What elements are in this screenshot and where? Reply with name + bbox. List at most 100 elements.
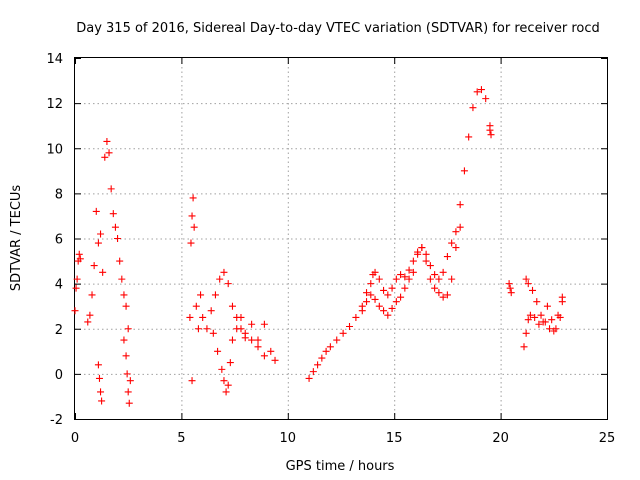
data-point bbox=[194, 325, 202, 333]
data-point bbox=[546, 325, 554, 333]
data-point bbox=[314, 361, 322, 369]
data-point bbox=[126, 377, 134, 385]
grid-lines bbox=[75, 58, 607, 419]
data-point bbox=[190, 223, 198, 231]
x-tick-label: 5 bbox=[177, 431, 185, 446]
data-point bbox=[220, 377, 228, 385]
data-point bbox=[409, 268, 417, 276]
data-point bbox=[271, 356, 279, 364]
data-point bbox=[558, 298, 566, 306]
data-point bbox=[435, 289, 443, 297]
data-point bbox=[237, 325, 245, 333]
data-point bbox=[267, 347, 275, 355]
data-point bbox=[326, 343, 334, 351]
data-point bbox=[537, 311, 545, 319]
data-point bbox=[414, 250, 422, 258]
data-point bbox=[358, 307, 366, 315]
data-point bbox=[116, 257, 124, 265]
data-point bbox=[531, 313, 539, 321]
data-point bbox=[309, 368, 317, 376]
data-point bbox=[507, 289, 515, 297]
data-point bbox=[214, 347, 222, 355]
data-point bbox=[409, 257, 417, 265]
data-point bbox=[233, 313, 241, 321]
y-axis-title: SDTVAR / TECUs bbox=[9, 185, 24, 292]
y-tick-label: 8 bbox=[55, 187, 63, 202]
data-point bbox=[109, 210, 117, 218]
data-point bbox=[554, 311, 562, 319]
data-point bbox=[260, 320, 268, 328]
data-point bbox=[103, 137, 111, 145]
y-tick-label: 12 bbox=[46, 97, 63, 112]
data-point bbox=[371, 268, 379, 276]
x-tick-label: 15 bbox=[386, 431, 403, 446]
data-point bbox=[211, 291, 219, 299]
data-point bbox=[522, 275, 530, 283]
data-point bbox=[543, 302, 551, 310]
data-point bbox=[392, 275, 400, 283]
data-point bbox=[228, 336, 236, 344]
data-point bbox=[216, 275, 224, 283]
data-point bbox=[209, 329, 217, 337]
data-point bbox=[533, 298, 541, 306]
data-point bbox=[75, 250, 83, 258]
data-point bbox=[90, 262, 98, 270]
data-point bbox=[371, 295, 379, 303]
data-point bbox=[505, 280, 513, 288]
data-point bbox=[254, 343, 262, 351]
data-point bbox=[520, 343, 528, 351]
data-point bbox=[418, 244, 426, 252]
data-point bbox=[224, 280, 232, 288]
data-point bbox=[448, 275, 456, 283]
data-point bbox=[439, 293, 447, 301]
data-point bbox=[452, 244, 460, 252]
data-point bbox=[72, 284, 80, 292]
data-point bbox=[114, 235, 122, 242]
data-point bbox=[254, 336, 262, 344]
data-point bbox=[120, 291, 128, 299]
data-point bbox=[550, 327, 558, 335]
data-point bbox=[105, 149, 113, 157]
data-point bbox=[120, 336, 128, 344]
data-point bbox=[506, 284, 514, 292]
data-point bbox=[405, 275, 413, 283]
data-point bbox=[188, 377, 196, 385]
data-marks bbox=[71, 86, 566, 407]
data-point bbox=[226, 359, 234, 367]
data-point bbox=[460, 167, 468, 175]
data-point bbox=[124, 325, 132, 333]
tick-labels: 0 5 10 15 20 25 -2 0 2 4 6 8 10 12 14 bbox=[46, 52, 615, 446]
data-point bbox=[199, 313, 207, 321]
data-point bbox=[452, 228, 460, 236]
data-point bbox=[339, 329, 347, 337]
data-point bbox=[397, 293, 405, 301]
data-point bbox=[448, 239, 456, 247]
data-point bbox=[469, 104, 477, 112]
data-point bbox=[397, 271, 405, 279]
data-point bbox=[73, 275, 81, 283]
data-point bbox=[97, 230, 105, 238]
data-point bbox=[388, 304, 396, 312]
data-point bbox=[189, 194, 197, 202]
data-point bbox=[220, 268, 228, 276]
y-tick-label: -2 bbox=[50, 413, 63, 428]
data-point bbox=[380, 307, 388, 315]
data-point bbox=[526, 311, 534, 319]
data-point bbox=[431, 284, 439, 292]
data-point bbox=[187, 239, 195, 247]
data-point bbox=[529, 286, 537, 294]
data-point bbox=[486, 126, 494, 134]
data-point bbox=[524, 280, 532, 288]
data-point bbox=[405, 266, 413, 274]
data-point bbox=[456, 201, 464, 209]
data-point bbox=[384, 291, 392, 299]
data-point bbox=[305, 374, 313, 382]
data-point bbox=[71, 307, 79, 315]
data-point bbox=[192, 302, 200, 310]
plot-frame bbox=[74, 57, 608, 420]
data-point bbox=[422, 250, 430, 258]
y-tick-label: 10 bbox=[46, 142, 63, 157]
y-tick-label: 2 bbox=[55, 323, 63, 338]
data-point bbox=[99, 268, 107, 276]
